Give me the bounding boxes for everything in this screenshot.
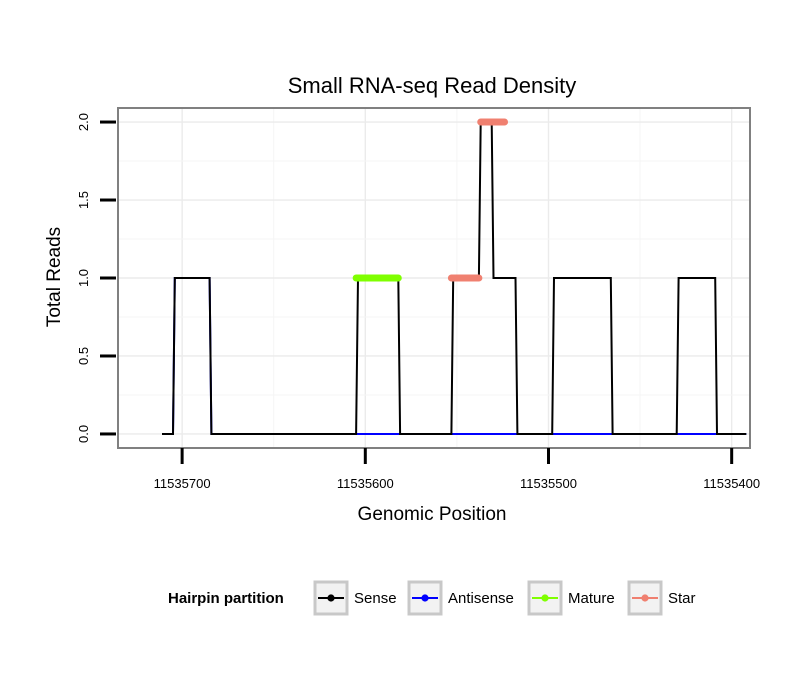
legend-entry-antisense: Antisense [407,580,514,616]
legend-label: Mature [568,590,615,607]
legend-key-point [641,594,649,602]
legend-key-point [327,594,335,602]
plot-border [117,107,751,449]
legend: Hairpin partition Sense Antisense Mature St… [168,580,696,616]
x-tick-label: 11535500 [520,476,577,491]
legend-entry-star: Star [627,580,696,616]
y-axis: 0.0 0.5 1.0 1.5 2.0 [76,113,116,443]
legend-label: Star [668,590,696,607]
legend-label: Antisense [448,590,514,607]
legend-key-point [421,594,429,602]
legend-entry-mature: Mature [527,580,615,616]
legend-entry-sense: Sense [313,580,397,616]
x-axis-label: Genomic Position [358,504,507,525]
legend-title: Hairpin partition [168,590,284,607]
x-tick-label: 11535700 [154,476,211,491]
chart-title: Small RNA-seq Read Density [288,73,577,98]
x-tick-label: 11535600 [337,476,394,491]
y-tick-label: 1.0 [76,269,91,287]
segment-layer [352,118,509,282]
x-axis: 11535700 11535600 11535500 11535400 [154,448,760,491]
y-tick-label: 2.0 [76,113,91,131]
y-tick-label: 0.0 [76,425,91,443]
y-tick-label: 0.5 [76,347,91,365]
legend-label: Sense [354,590,397,607]
legend-key-point [541,594,549,602]
x-tick-label: 11535400 [703,476,760,491]
y-axis-label: Total Reads [44,227,65,327]
y-tick-label: 1.5 [76,191,91,209]
